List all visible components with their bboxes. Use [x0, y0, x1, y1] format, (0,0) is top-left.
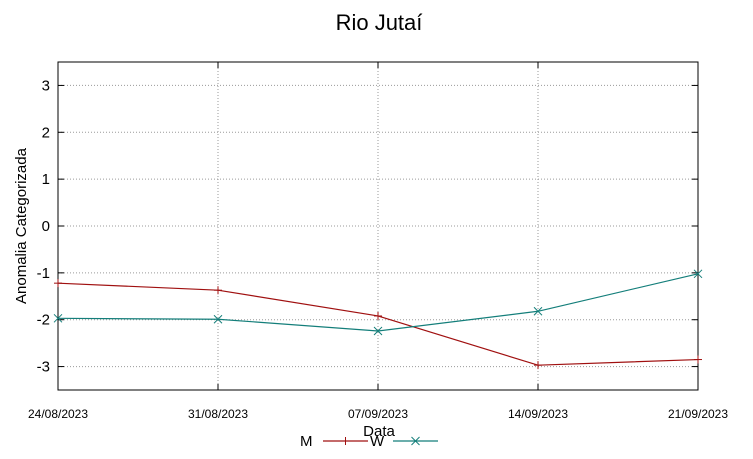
data-point-W — [373, 326, 383, 336]
data-point-M — [214, 286, 222, 295]
data-point-W — [693, 269, 703, 279]
series-lines — [53, 269, 703, 370]
y-tick-label: -3 — [37, 359, 50, 376]
x-axis-label: Data — [363, 423, 395, 440]
x-tick-label: 14/09/2023 — [508, 407, 568, 421]
y-tick-label: 1 — [42, 171, 50, 188]
legend-label-M: M — [300, 433, 313, 450]
data-point-W — [53, 313, 63, 323]
grid-lines — [58, 62, 698, 390]
legend-label-W: W — [370, 433, 385, 450]
chart-title: Rio Jutaí — [336, 10, 423, 35]
y-axis-label: Anomalia Categorizada — [13, 147, 30, 304]
y-tick-label: -2 — [37, 312, 50, 329]
legend-marker-M — [341, 437, 350, 445]
series-line-M — [57, 282, 699, 366]
y-axis-ticks: 3 2 1 0 -1 -2 -3 — [37, 77, 698, 376]
y-tick-label: 0 — [42, 218, 50, 235]
x-tick-label: 21/09/2023 — [668, 407, 728, 421]
x-axis-ticks: 24/08/2023 31/08/2023 07/09/2023 14/09/2023… — [28, 62, 728, 421]
data-point-W — [213, 314, 223, 324]
x-tick-label: 24/08/2023 — [28, 407, 88, 421]
data-point-M — [694, 355, 702, 364]
data-point-M — [534, 361, 542, 370]
data-point-M — [374, 311, 382, 320]
y-tick-label: 2 — [42, 124, 50, 141]
x-tick-label: 07/09/2023 — [348, 407, 408, 421]
data-point-M — [54, 279, 62, 288]
legend-marker-W — [411, 436, 420, 446]
x-tick-label: 31/08/2023 — [188, 407, 248, 421]
y-tick-label: 3 — [42, 77, 50, 94]
y-tick-label: -1 — [37, 265, 50, 282]
data-point-W — [533, 306, 543, 316]
